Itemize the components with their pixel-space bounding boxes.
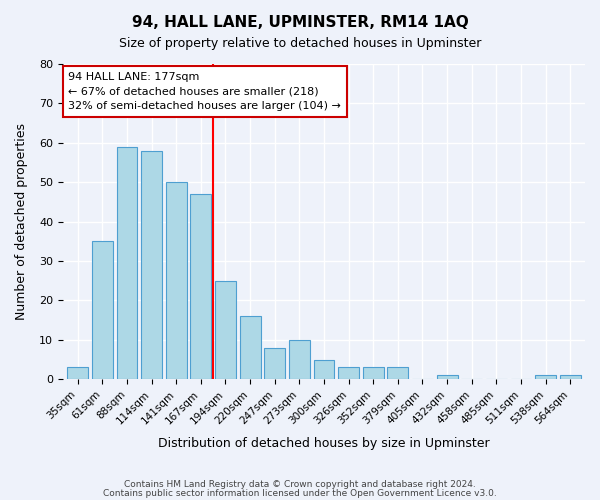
- Text: Contains public sector information licensed under the Open Government Licence v3: Contains public sector information licen…: [103, 489, 497, 498]
- Bar: [239, 316, 260, 380]
- Text: Contains HM Land Registry data © Crown copyright and database right 2024.: Contains HM Land Registry data © Crown c…: [124, 480, 476, 489]
- Bar: [264, 348, 285, 380]
- Bar: [116, 147, 137, 380]
- Text: 94, HALL LANE, UPMINSTER, RM14 1AQ: 94, HALL LANE, UPMINSTER, RM14 1AQ: [131, 15, 469, 30]
- Bar: [141, 150, 162, 380]
- Bar: [560, 376, 581, 380]
- Text: Size of property relative to detached houses in Upminster: Size of property relative to detached ho…: [119, 38, 481, 51]
- Bar: [67, 368, 88, 380]
- Y-axis label: Number of detached properties: Number of detached properties: [15, 123, 28, 320]
- X-axis label: Distribution of detached houses by size in Upminster: Distribution of detached houses by size …: [158, 437, 490, 450]
- Bar: [437, 376, 458, 380]
- Bar: [535, 376, 556, 380]
- Bar: [314, 360, 334, 380]
- Bar: [166, 182, 187, 380]
- Bar: [289, 340, 310, 380]
- Bar: [215, 281, 236, 380]
- Bar: [92, 242, 113, 380]
- Bar: [338, 368, 359, 380]
- Text: 94 HALL LANE: 177sqm
← 67% of detached houses are smaller (218)
32% of semi-deta: 94 HALL LANE: 177sqm ← 67% of detached h…: [68, 72, 341, 112]
- Bar: [388, 368, 409, 380]
- Bar: [363, 368, 383, 380]
- Bar: [190, 194, 211, 380]
